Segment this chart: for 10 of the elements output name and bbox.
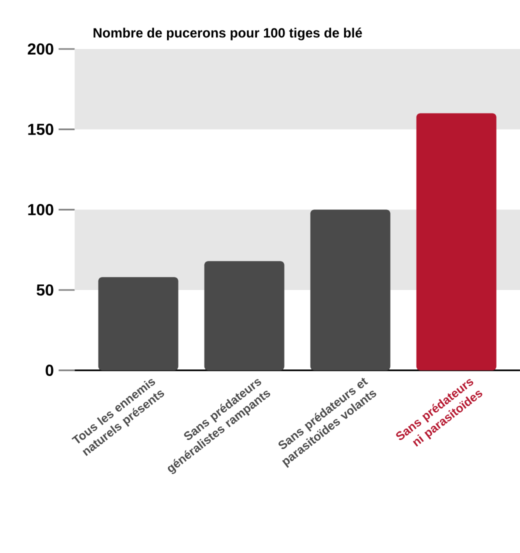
bar — [204, 261, 284, 370]
y-tick-label: 0 — [46, 364, 54, 376]
bar — [416, 113, 496, 370]
bar — [310, 210, 390, 370]
y-tick-label: 100 — [28, 204, 54, 216]
chart-title: Nombre de pucerons pour 100 tiges de blé — [94, 28, 362, 40]
y-tick-label: 150 — [28, 124, 54, 135]
bar — [98, 277, 178, 370]
y-tick-label: 50 — [36, 284, 54, 296]
y-tick-label: 200 — [28, 43, 54, 55]
